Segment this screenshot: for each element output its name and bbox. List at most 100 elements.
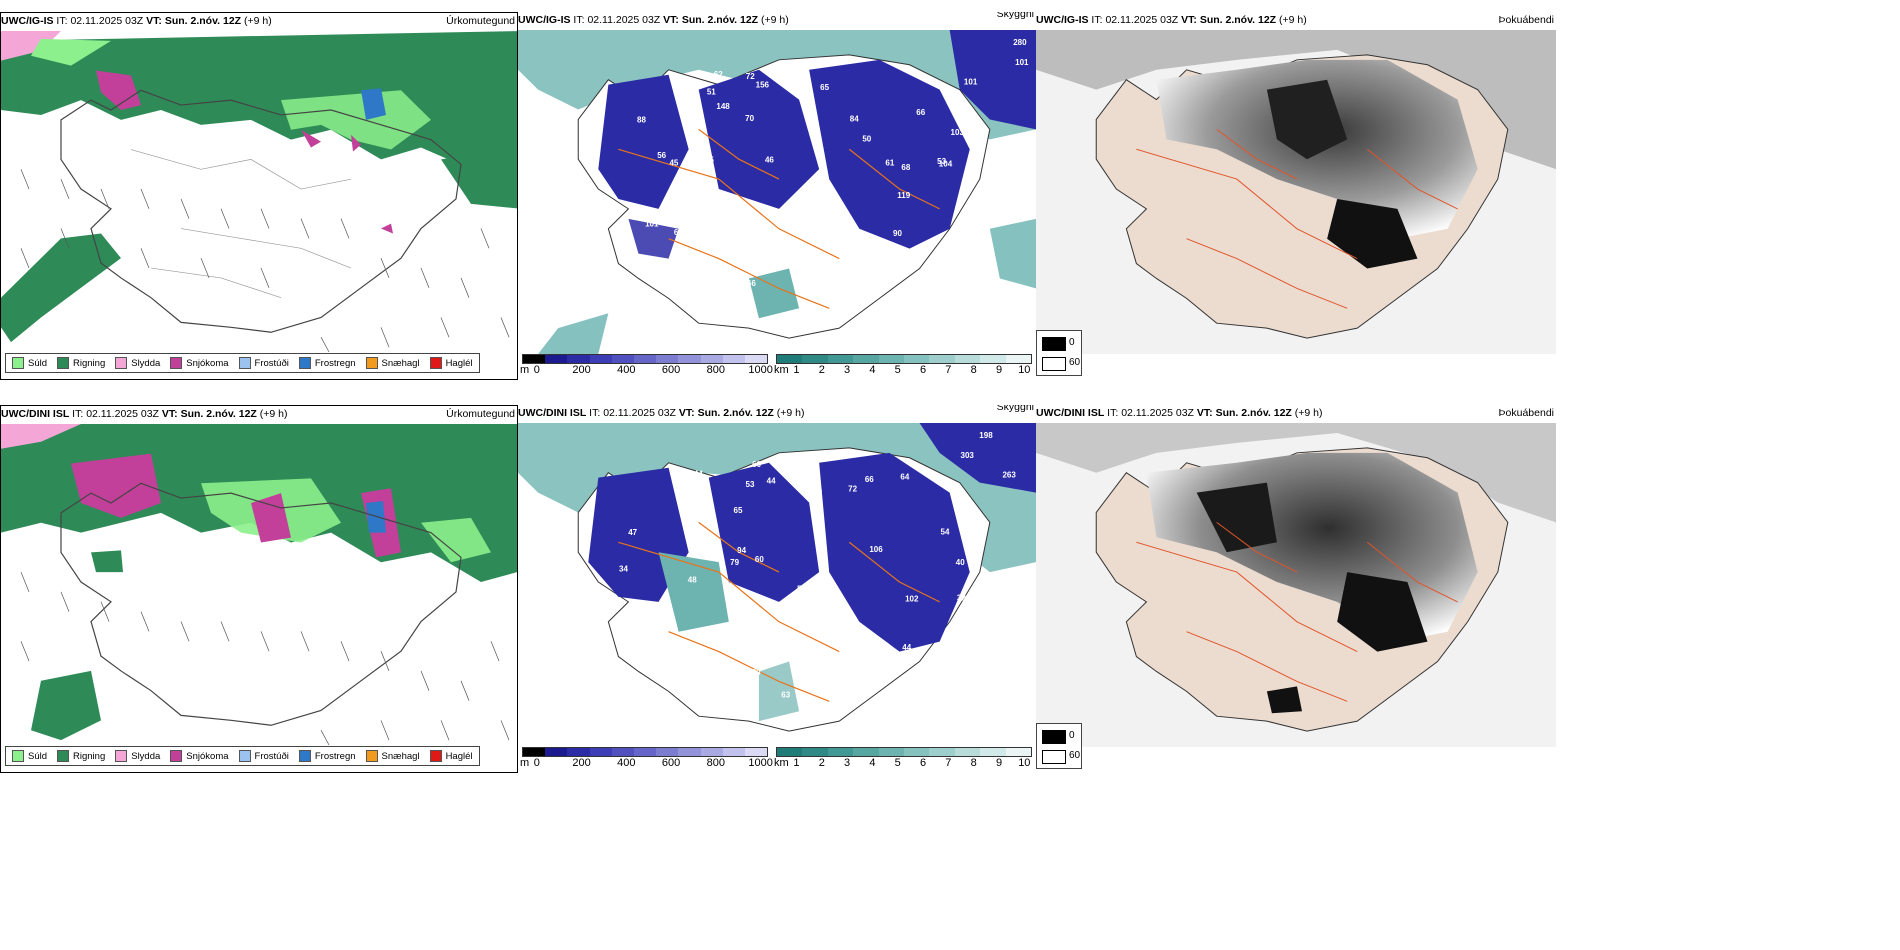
- colorbar-tick-label: 600: [661, 757, 681, 769]
- precip-type-legend: Súld Rigning Slydda Snjókoma Frostúði Fr…: [5, 353, 480, 373]
- colorbar-segment: [523, 748, 546, 756]
- colorbar-tick-label: 800: [706, 364, 726, 376]
- cloudbase-value-label: 56: [797, 587, 806, 596]
- cloudbase-value-label: 72: [848, 484, 857, 493]
- cloudbase-value-label: 44: [804, 592, 813, 601]
- cloudbase-value-label: 48: [688, 576, 697, 585]
- cloudbase-value-label: 79: [927, 291, 936, 300]
- panel-header: UWC/DINI ISL IT: 02.11.2025 03Z VT: Sun.…: [1036, 405, 1556, 421]
- lead-time: (+9 h): [776, 407, 805, 419]
- cloudbase-value-label: 56: [657, 151, 666, 160]
- cloudbase-map-svg: 1983032636060545045464444484454475632404…: [518, 423, 1036, 747]
- legend-item-frostregn: Frostregn: [298, 357, 356, 369]
- legend-item-rigning: Rigning: [57, 750, 105, 762]
- legend-swatch: [298, 357, 311, 369]
- vt-label: VT:: [663, 14, 679, 26]
- colorbar-tick-label: 5: [894, 757, 901, 769]
- colorbar-tick-label: 1000: [748, 364, 773, 376]
- colorbar-tick-label: 1: [793, 757, 800, 769]
- it-label: IT:: [72, 408, 84, 420]
- vt-label: VT:: [146, 15, 162, 27]
- cloudbase-value-label: 79: [732, 232, 741, 241]
- panel-name: Þokuábendi: [1498, 407, 1554, 419]
- visibility-unit: km: [774, 364, 789, 376]
- precip-map-svg: [1, 31, 517, 353]
- lead-time: (+9 h): [1294, 407, 1323, 419]
- colorbar-segment: [802, 748, 828, 756]
- cloudbase-value-label: 79: [880, 692, 889, 701]
- legend-item-snjokoma: Snjókoma: [170, 750, 229, 762]
- model-name: UWC/DINI ISL: [1, 408, 70, 420]
- cloudbase-value-label: 35: [705, 155, 714, 164]
- panel-name: Þokuábendi: [1498, 14, 1554, 26]
- colorbar-segment: [777, 355, 803, 363]
- colorbar-tick-label: 3: [844, 364, 851, 376]
- colorbar-segment: [827, 748, 854, 756]
- vt-label: VT:: [678, 407, 695, 419]
- fog-legend-high: 60: [1069, 357, 1081, 368]
- colorbar-tick-label: 8: [970, 364, 977, 376]
- cloudbase-value-label: 280: [1013, 38, 1027, 47]
- legend-swatch: [238, 357, 251, 369]
- legend-swatch: [170, 357, 183, 369]
- cloudbase-value-label: 68: [901, 163, 910, 172]
- colorbar-tick-label: 1: [793, 364, 800, 376]
- colorbar-tick-label: 400: [617, 757, 636, 769]
- cloudbase-value-label: 46: [666, 621, 675, 630]
- legend-item-snjokoma: Snjókoma: [170, 357, 229, 369]
- cloudbase-value-label: 19: [836, 208, 845, 217]
- legend-item-haglel: Haglél: [429, 357, 473, 369]
- legend-label: Slydda: [131, 357, 161, 369]
- cloudbase-colorbar: 0 200 400 600 800 1000 m: [520, 354, 773, 376]
- colorbar-segment: [545, 748, 568, 756]
- colorbar-segment: [954, 748, 981, 756]
- colorbar-segment: [980, 355, 1006, 363]
- precip-type-panel-row2: UWC/DINI ISL IT: 02.11.2025 03Z VT: Sun.…: [0, 405, 518, 773]
- colorbar-tick-label: 4: [869, 757, 876, 769]
- colorbar-tick-label: 200: [572, 757, 591, 769]
- vt-value: Sun. 2.nóv. 12Z: [697, 407, 774, 419]
- panel-header: UWC/DINI ISL IT: 02.11.2025 03Z VT: Sun.…: [1, 406, 517, 422]
- legend-item-haglel: Haglél: [429, 750, 473, 762]
- colorbar-tick-label: 1000: [748, 757, 773, 769]
- lead-time: (+9 h): [244, 15, 272, 27]
- colorbar-segment: [1005, 748, 1032, 756]
- cloudbase-value-label: 32: [957, 593, 966, 602]
- cloudbase-value-label: 50: [813, 487, 822, 496]
- cloudbase-value-label: 62: [714, 70, 723, 79]
- cloudbase-colorbar-bar: [522, 747, 768, 757]
- fog-index-panel-row1: UWC/IG-IS IT: 02.11.2025 03Z VT: Sun. 2.…: [1036, 12, 1556, 380]
- lead-time: (+9 h): [259, 408, 288, 420]
- panel-name: Skyggni: [996, 405, 1034, 413]
- vt-value: Sun. 2.nóv. 12Z: [1199, 14, 1277, 26]
- legend-swatch: [365, 357, 378, 369]
- cloudbase-value-label: 54: [797, 584, 806, 593]
- fog-index-panel-row2: UWC/DINI ISL IT: 02.11.2025 03Z VT: Sun.…: [1036, 405, 1556, 773]
- colorbar-segment: [656, 355, 679, 363]
- colorbar-tick-label: 800: [706, 757, 726, 769]
- legend-item-slydda: Slydda: [115, 750, 160, 762]
- model-name: UWC/DINI ISL: [1036, 407, 1105, 419]
- cloudbase-value-label: 65: [734, 506, 743, 515]
- cloudbase-value-label: 90: [745, 611, 754, 620]
- cloudbase-value-label: 53: [937, 157, 946, 166]
- fog-legend-low: 0: [1069, 730, 1075, 741]
- legend-swatch: [170, 750, 183, 762]
- colorbar-segment: [656, 748, 679, 756]
- panel-header: UWC/IG-IS IT: 02.11.2025 03Z VT: Sun. 2.…: [1, 13, 517, 29]
- panel-header: UWC/DINI ISL IT: 02.11.2025 03Z VT: Sun.…: [518, 405, 1036, 421]
- precip-map: [1, 424, 517, 746]
- legend-swatch: [12, 357, 24, 369]
- cloudbase-value-label: 45: [781, 469, 790, 478]
- legend-label: Snæhagl: [381, 750, 420, 762]
- colorbar-tick-label: 6: [919, 757, 927, 769]
- cloudbase-value-label: 47: [628, 528, 637, 537]
- cloudbase-value-label: 101: [1015, 58, 1029, 67]
- colorbar-segment: [567, 355, 590, 363]
- visibility-colorbar-ticks: 1 2 3 4 5 6 7 8 9 10: [776, 364, 1032, 376]
- cloudbase-map-svg: 280 101 101 66 56 53 57 53 52 51 50 62 66 68 62 79 65 45 6…: [518, 30, 1036, 354]
- colorbar-tick-label: 400: [617, 364, 636, 376]
- precip-type-legend: Súld Rigning Slydda Snjókoma Frostúði Fr…: [5, 746, 480, 766]
- colorbar-tick-label: 9: [995, 364, 1003, 376]
- colorbar-segment: [545, 355, 568, 363]
